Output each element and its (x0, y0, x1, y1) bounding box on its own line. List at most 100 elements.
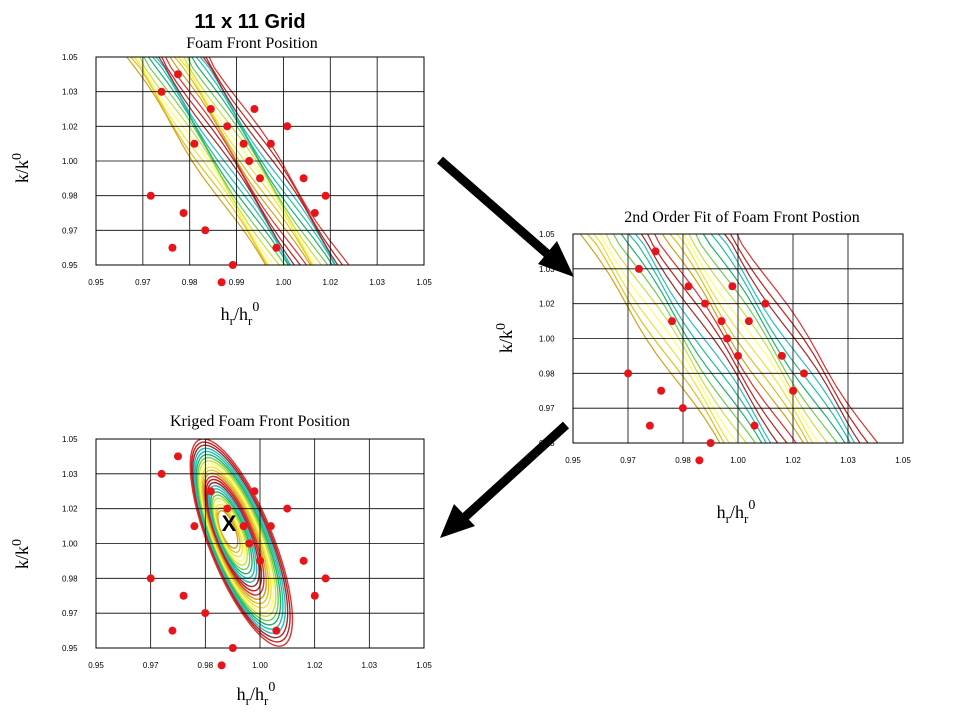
data-point (201, 609, 210, 618)
data-point (228, 261, 237, 269)
kriged-peak-marker: X (222, 511, 237, 536)
data-point (310, 591, 319, 600)
data-point (695, 456, 704, 465)
y-tick-label: 1.03 (62, 470, 78, 479)
contour-line (195, 453, 282, 626)
chart-1: Foam Front Position 0.95 0.97 0.98 0.99 1.00… (10, 35, 432, 328)
data-point (723, 334, 732, 343)
x-tick-label: 0.95 (88, 278, 104, 287)
contour-line (214, 503, 244, 558)
data-point (223, 504, 232, 513)
data-point (717, 317, 726, 326)
arrow-to-fit (437, 156, 574, 277)
data-point (635, 264, 643, 273)
data-point (750, 421, 759, 430)
data-point (678, 404, 687, 413)
x-tick-label: 0.98 (198, 661, 214, 670)
chart-2-title: 2nd Order Fit of Foam Front Postion (624, 209, 860, 226)
y-tick-label: 1.00 (62, 540, 78, 549)
data-point (239, 522, 248, 531)
data-point (223, 122, 232, 131)
contour-line (191, 444, 289, 639)
y-tick-label: 1.05 (62, 53, 78, 62)
contour-line (190, 441, 291, 643)
data-point (245, 539, 254, 548)
chart-1-ticks: 0.95 0.97 0.98 0.99 1.00 1.02 1.03 1.05 0.95 0.97… (62, 53, 432, 287)
data-point (266, 522, 275, 531)
data-point (299, 174, 308, 183)
x-tick-label: 0.97 (620, 456, 636, 465)
data-point (744, 317, 753, 326)
chart-3-grid (95, 438, 425, 649)
slide-title: 11 x 11 Grid (194, 11, 305, 33)
contour-line (213, 500, 246, 562)
data-point (217, 278, 226, 287)
chart-3-title: Kriged Foam Front Position (170, 413, 350, 430)
data-point (706, 439, 715, 447)
x-tick-label: 1.02 (785, 456, 801, 465)
chart-1-grid (95, 56, 425, 266)
data-point (201, 226, 210, 235)
data-point (651, 247, 660, 256)
chart-2-points (624, 247, 808, 465)
y-tick-label: 0.98 (62, 192, 78, 201)
contour-line (200, 466, 272, 609)
data-point (174, 70, 182, 79)
data-point (245, 157, 254, 165)
data-point (701, 299, 709, 308)
data-point (190, 522, 199, 531)
contour-line (217, 510, 239, 549)
x-tick-label: 1.03 (840, 456, 856, 465)
data-point (239, 139, 248, 148)
data-point (228, 644, 237, 652)
y-tick-label: 0.95 (62, 644, 78, 653)
y-tick-label: 0.98 (62, 574, 78, 583)
chart-1-ylabel: k/k0 (10, 153, 32, 183)
y-tick-label: 1.00 (62, 157, 78, 166)
x-tick-label: 1.02 (322, 278, 338, 287)
y-tick-label: 1.05 (539, 230, 555, 239)
chart-1-title: Foam Front Position (186, 35, 318, 52)
chart-3-ticks: 0.95 0.97 0.98 1.00 1.02 1.03 1.05 0.95 0.97 0.98… (62, 435, 432, 670)
contour-line (199, 463, 275, 613)
x-tick-label: 0.97 (135, 278, 151, 287)
data-point (624, 369, 633, 378)
data-point (157, 469, 166, 478)
y-tick-label: 0.97 (62, 609, 78, 618)
y-tick-label: 1.03 (62, 88, 78, 97)
data-point (734, 351, 742, 360)
y-tick-label: 0.98 (539, 369, 555, 378)
data-point (761, 299, 770, 308)
y-tick-label: 0.95 (62, 261, 78, 270)
x-tick-label: 0.97 (143, 661, 159, 670)
data-point (283, 122, 292, 131)
x-tick-label: 1.05 (895, 456, 911, 465)
contour-line (207, 485, 258, 583)
y-tick-label: 1.02 (62, 505, 78, 514)
x-tick-label: 1.05 (416, 278, 432, 287)
x-tick-label: 1.00 (276, 278, 292, 287)
data-point (800, 369, 808, 378)
x-tick-label: 1.05 (416, 661, 432, 670)
contour-line (205, 478, 263, 592)
data-point (684, 282, 693, 291)
data-point (190, 139, 199, 148)
x-tick-label: 1.03 (362, 661, 378, 670)
y-tick-label: 1.02 (539, 300, 555, 309)
chart-1-xlabel: hr/hr0 (221, 300, 260, 328)
chart-2: 2nd Order Fit of Foam Front Postion 0.95… (494, 209, 911, 526)
arrow-to-kriged (440, 421, 570, 538)
y-tick-label: 1.00 (539, 335, 555, 344)
data-point (250, 487, 259, 496)
data-point (272, 243, 281, 252)
data-point (283, 504, 292, 513)
data-point (777, 351, 786, 360)
data-point (206, 487, 215, 496)
chart-2-xlabel: hr/hr0 (717, 498, 756, 526)
data-point (789, 386, 798, 395)
data-point (179, 591, 188, 600)
data-point (321, 574, 330, 583)
x-tick-label: 0.98 (182, 278, 198, 287)
chart-1-points (146, 70, 330, 287)
